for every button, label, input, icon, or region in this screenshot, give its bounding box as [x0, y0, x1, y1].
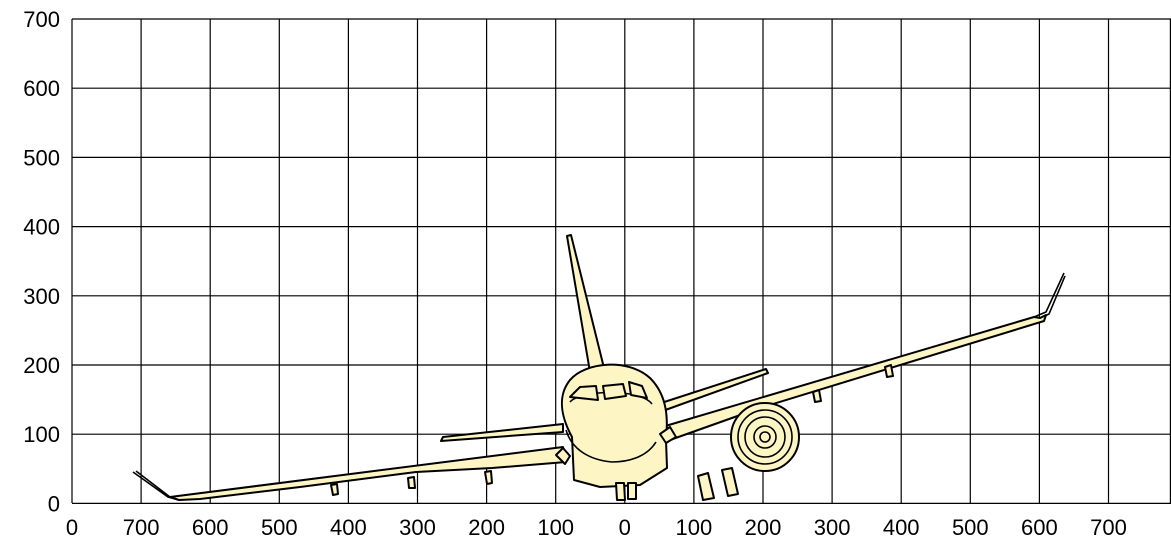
right-engine	[730, 402, 800, 472]
x-tick-label: 500	[261, 515, 298, 540]
left-stabilizer	[440, 423, 564, 442]
y-tick-label: 400	[23, 215, 60, 240]
x-tick-label: 700	[1090, 515, 1127, 540]
cockpit-window	[602, 383, 627, 400]
cockpit-window	[628, 381, 648, 399]
main-gear	[721, 467, 739, 497]
x-tick-label: 200	[745, 515, 782, 540]
x-tick-label: 600	[1021, 515, 1058, 540]
nose-gear	[615, 482, 626, 501]
right-winglet	[1033, 272, 1066, 319]
x-tick-label: 0	[66, 515, 78, 540]
wing-root-fairing	[555, 447, 571, 465]
y-axis-ticks: 700 600 500 400 300 200 100 0	[23, 7, 60, 516]
cockpit-window	[569, 385, 599, 401]
y-tick-label: 0	[48, 491, 60, 516]
left-winglet	[132, 470, 180, 501]
x-tick-label: 400	[883, 515, 920, 540]
flap-fairing	[330, 483, 339, 496]
x-tick-label: 100	[676, 515, 713, 540]
x-tick-label: 700	[123, 515, 160, 540]
x-tick-label: 300	[814, 515, 851, 540]
y-tick-label: 600	[23, 76, 60, 101]
left-wing	[169, 446, 567, 501]
fuselage	[555, 363, 677, 488]
y-tick-label: 100	[23, 422, 60, 447]
flap-fairing	[407, 476, 416, 489]
vertical-tail	[566, 234, 605, 373]
flap-fairing	[484, 470, 493, 485]
x-axis-ticks: 0 700 600 500 400 300 200 100 0 100 200 300 400 500 60…	[66, 515, 1127, 540]
main-gear	[697, 472, 715, 501]
x-tick-label: 200	[468, 515, 505, 540]
x-tick-label: 400	[330, 515, 367, 540]
right-wing	[661, 314, 1047, 441]
wing-root-fairing	[659, 426, 677, 444]
x-tick-label: 600	[192, 515, 229, 540]
nose-gear	[627, 482, 637, 500]
aircraft-front-view	[132, 234, 1066, 501]
x-tick-label: 100	[537, 515, 574, 540]
x-tick-label: 300	[399, 515, 436, 540]
flap-fairing	[812, 389, 822, 403]
y-tick-label: 700	[23, 7, 60, 32]
y-tick-label: 500	[23, 145, 60, 170]
y-tick-label: 200	[23, 353, 60, 378]
x-tick-label: 500	[952, 515, 989, 540]
y-tick-label: 300	[23, 284, 60, 309]
x-tick-label: 0	[619, 515, 631, 540]
flap-fairing	[884, 364, 894, 378]
